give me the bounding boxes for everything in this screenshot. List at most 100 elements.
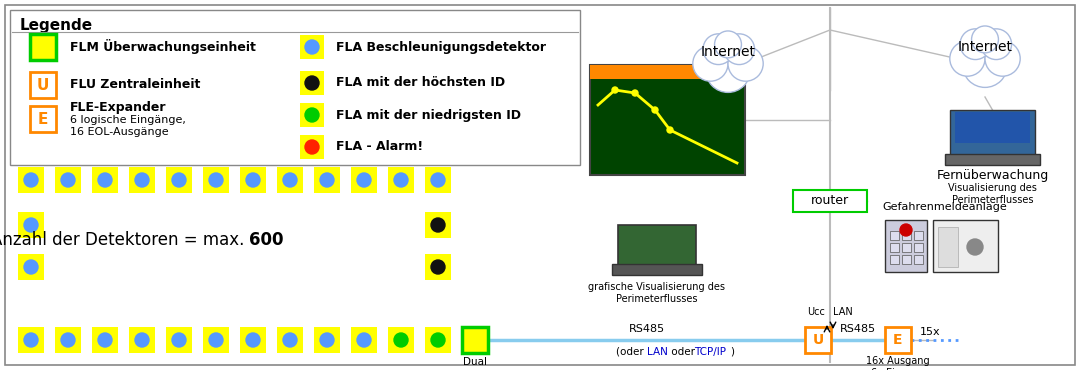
Circle shape: [692, 46, 728, 81]
Circle shape: [431, 260, 445, 274]
Bar: [590, 65, 745, 79]
Text: 16x Ausgang
6x Eingang: 16x Ausgang 6x Eingang: [866, 356, 930, 370]
Bar: [314, 327, 340, 353]
Circle shape: [394, 173, 408, 187]
Text: RS485: RS485: [629, 324, 664, 334]
Circle shape: [724, 34, 755, 64]
Bar: [18, 167, 44, 193]
Bar: [426, 327, 451, 353]
Circle shape: [431, 333, 445, 347]
Circle shape: [962, 43, 1008, 87]
Circle shape: [24, 218, 38, 232]
Circle shape: [394, 333, 408, 347]
Circle shape: [320, 173, 334, 187]
Bar: [890, 243, 899, 252]
Bar: [805, 327, 831, 353]
Circle shape: [715, 31, 742, 58]
Circle shape: [60, 333, 75, 347]
Text: Fernüberwachung: Fernüberwachung: [936, 169, 1049, 182]
Circle shape: [283, 333, 297, 347]
Circle shape: [985, 41, 1021, 76]
Bar: [914, 255, 923, 264]
Circle shape: [960, 29, 990, 60]
Circle shape: [728, 46, 764, 81]
Text: 15x: 15x: [920, 327, 941, 337]
Bar: [314, 167, 340, 193]
Circle shape: [172, 333, 186, 347]
Bar: [30, 106, 56, 132]
Circle shape: [703, 34, 733, 64]
Bar: [92, 327, 118, 353]
Bar: [890, 231, 899, 240]
Text: 600: 600: [249, 231, 284, 249]
Circle shape: [305, 76, 319, 90]
Bar: [902, 255, 912, 264]
Text: FLA Beschleunigungsdetektor: FLA Beschleunigungsdetektor: [336, 40, 546, 54]
Text: FLA - Alarm!: FLA - Alarm!: [336, 141, 423, 154]
Circle shape: [357, 173, 372, 187]
Bar: [166, 167, 192, 193]
Bar: [240, 327, 266, 353]
Bar: [129, 327, 156, 353]
Circle shape: [612, 87, 618, 93]
Bar: [18, 327, 44, 353]
Circle shape: [705, 48, 751, 92]
Circle shape: [967, 239, 983, 255]
Bar: [240, 167, 266, 193]
Circle shape: [172, 173, 186, 187]
Text: FLE-Expander: FLE-Expander: [70, 101, 166, 114]
Bar: [426, 254, 451, 280]
Bar: [933, 220, 998, 272]
Circle shape: [305, 140, 319, 154]
Bar: [955, 112, 1030, 143]
Text: U: U: [37, 77, 50, 92]
Circle shape: [135, 173, 149, 187]
Bar: [885, 327, 912, 353]
Text: E: E: [893, 333, 903, 347]
Bar: [462, 327, 488, 353]
Circle shape: [632, 90, 638, 96]
Text: Dual: Dual: [463, 357, 487, 367]
Circle shape: [981, 29, 1012, 60]
Bar: [18, 212, 44, 238]
Bar: [300, 135, 324, 159]
Bar: [18, 254, 44, 280]
Circle shape: [24, 260, 38, 274]
Text: 6 logische Eingänge,: 6 logische Eingänge,: [70, 115, 186, 125]
Text: FLA mit der höchsten ID: FLA mit der höchsten ID: [336, 77, 505, 90]
Bar: [902, 243, 912, 252]
Bar: [590, 65, 745, 175]
Bar: [914, 231, 923, 240]
Text: U: U: [812, 333, 824, 347]
Bar: [351, 167, 377, 193]
Circle shape: [24, 333, 38, 347]
Text: (oder: (oder: [616, 347, 647, 357]
Bar: [618, 225, 696, 265]
Bar: [351, 327, 377, 353]
Bar: [388, 327, 414, 353]
Circle shape: [900, 224, 912, 236]
Bar: [950, 110, 1035, 155]
Bar: [55, 167, 81, 193]
Bar: [885, 220, 927, 272]
Bar: [300, 103, 324, 127]
Circle shape: [210, 173, 222, 187]
Text: FLM Überwachungseinheit: FLM Überwachungseinheit: [70, 40, 256, 54]
Bar: [426, 167, 451, 193]
Text: ): ): [730, 347, 734, 357]
Text: Internet: Internet: [701, 45, 756, 59]
Circle shape: [98, 333, 112, 347]
Circle shape: [357, 333, 372, 347]
Text: FLA mit der niedrigsten ID: FLA mit der niedrigsten ID: [336, 108, 521, 121]
Circle shape: [320, 333, 334, 347]
Text: 16 EOL-Ausgänge: 16 EOL-Ausgänge: [70, 127, 168, 137]
Bar: [300, 71, 324, 95]
Circle shape: [98, 173, 112, 187]
Text: RS485: RS485: [840, 324, 876, 334]
Text: Legende: Legende: [21, 18, 93, 33]
Bar: [92, 167, 118, 193]
Circle shape: [431, 218, 445, 232]
Text: LAN: LAN: [833, 307, 853, 317]
Circle shape: [135, 333, 149, 347]
Text: Anzahl der Detektoren = max.: Anzahl der Detektoren = max.: [0, 231, 249, 249]
